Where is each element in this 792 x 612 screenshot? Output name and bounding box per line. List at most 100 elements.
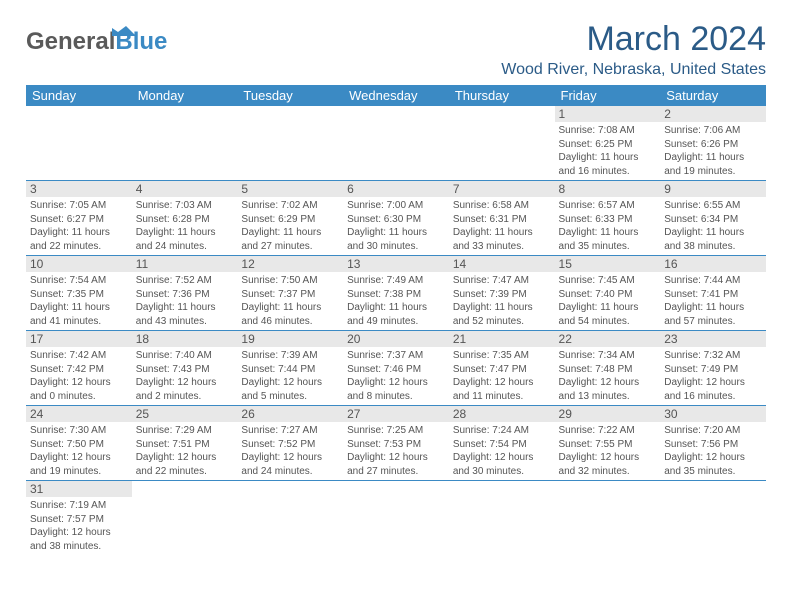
detail-d2: and 52 minutes. <box>453 315 551 329</box>
detail-cell: Sunrise: 7:44 AMSunset: 7:41 PMDaylight:… <box>660 272 766 331</box>
detail-set: Sunset: 7:53 PM <box>347 438 445 452</box>
detail-rise: Sunrise: 7:42 AM <box>30 349 128 363</box>
daynum-cell: 18 <box>132 331 238 348</box>
daynum-cell: 8 <box>555 181 661 198</box>
detail-set: Sunset: 7:46 PM <box>347 363 445 377</box>
detail-d1: Daylight: 11 hours <box>30 226 128 240</box>
daynum-cell <box>132 481 238 498</box>
detail-rise: Sunrise: 7:03 AM <box>136 199 234 213</box>
detail-rise: Sunrise: 7:35 AM <box>453 349 551 363</box>
detail-d2: and 24 minutes. <box>136 240 234 254</box>
detail-d2: and 22 minutes. <box>136 465 234 479</box>
detail-rise: Sunrise: 7:20 AM <box>664 424 762 438</box>
daynum-cell: 14 <box>449 256 555 273</box>
daynum-cell: 1 <box>555 106 661 122</box>
detail-rise: Sunrise: 7:27 AM <box>241 424 339 438</box>
detail-cell: Sunrise: 7:49 AMSunset: 7:38 PMDaylight:… <box>343 272 449 331</box>
location-label: Wood River, Nebraska, United States <box>501 61 766 79</box>
detail-d2: and 30 minutes. <box>347 240 445 254</box>
detail-d2: and 19 minutes. <box>30 465 128 479</box>
detail-d1: Daylight: 12 hours <box>347 451 445 465</box>
detail-cell <box>132 497 238 555</box>
daynum-cell: 21 <box>449 331 555 348</box>
detail-cell: Sunrise: 7:35 AMSunset: 7:47 PMDaylight:… <box>449 347 555 406</box>
detail-d2: and 35 minutes. <box>664 465 762 479</box>
daynum-cell: 27 <box>343 406 449 423</box>
detail-d2: and 5 minutes. <box>241 390 339 404</box>
daynum-cell: 22 <box>555 331 661 348</box>
detail-cell: Sunrise: 7:50 AMSunset: 7:37 PMDaylight:… <box>237 272 343 331</box>
detail-d2: and 27 minutes. <box>241 240 339 254</box>
detail-cell: Sunrise: 6:58 AMSunset: 6:31 PMDaylight:… <box>449 197 555 256</box>
daynum-cell: 23 <box>660 331 766 348</box>
daynum-cell <box>26 106 132 122</box>
detail-d2: and 11 minutes. <box>453 390 551 404</box>
daynum-row: 17181920212223 <box>26 331 766 348</box>
daynum-cell: 24 <box>26 406 132 423</box>
detail-set: Sunset: 7:40 PM <box>559 288 657 302</box>
detail-set: Sunset: 7:55 PM <box>559 438 657 452</box>
detail-set: Sunset: 7:37 PM <box>241 288 339 302</box>
daynum-cell: 19 <box>237 331 343 348</box>
detail-d1: Daylight: 11 hours <box>241 226 339 240</box>
daynum-cell: 13 <box>343 256 449 273</box>
detail-cell: Sunrise: 7:06 AMSunset: 6:26 PMDaylight:… <box>660 122 766 181</box>
daynum-cell: 28 <box>449 406 555 423</box>
detail-cell <box>343 497 449 555</box>
detail-cell: Sunrise: 7:54 AMSunset: 7:35 PMDaylight:… <box>26 272 132 331</box>
detail-d1: Daylight: 12 hours <box>559 451 657 465</box>
detail-rise: Sunrise: 7:39 AM <box>241 349 339 363</box>
detail-d1: Daylight: 12 hours <box>453 451 551 465</box>
detail-rise: Sunrise: 7:24 AM <box>453 424 551 438</box>
daynum-cell: 31 <box>26 481 132 498</box>
detail-cell: Sunrise: 7:34 AMSunset: 7:48 PMDaylight:… <box>555 347 661 406</box>
daynum-cell <box>343 106 449 122</box>
detail-cell: Sunrise: 7:22 AMSunset: 7:55 PMDaylight:… <box>555 422 661 481</box>
daynum-cell: 11 <box>132 256 238 273</box>
detail-d1: Daylight: 12 hours <box>453 376 551 390</box>
detail-cell: Sunrise: 7:47 AMSunset: 7:39 PMDaylight:… <box>449 272 555 331</box>
detail-d1: Daylight: 11 hours <box>347 226 445 240</box>
detail-d2: and 24 minutes. <box>241 465 339 479</box>
detail-d1: Daylight: 12 hours <box>664 376 762 390</box>
detail-d2: and 35 minutes. <box>559 240 657 254</box>
detail-set: Sunset: 7:43 PM <box>136 363 234 377</box>
title-block: March 2024 Wood River, Nebraska, United … <box>501 20 766 79</box>
detail-set: Sunset: 7:51 PM <box>136 438 234 452</box>
daynum-cell <box>132 106 238 122</box>
detail-set: Sunset: 7:57 PM <box>30 513 128 527</box>
detail-rise: Sunrise: 7:52 AM <box>136 274 234 288</box>
detail-d1: Daylight: 11 hours <box>30 301 128 315</box>
detail-set: Sunset: 7:50 PM <box>30 438 128 452</box>
detail-rise: Sunrise: 7:30 AM <box>30 424 128 438</box>
detail-d2: and 13 minutes. <box>559 390 657 404</box>
detail-row: Sunrise: 7:42 AMSunset: 7:42 PMDaylight:… <box>26 347 766 406</box>
dow-cell: Sunday <box>26 85 132 106</box>
detail-cell <box>449 122 555 181</box>
detail-cell <box>555 497 661 555</box>
detail-d2: and 41 minutes. <box>30 315 128 329</box>
detail-rise: Sunrise: 6:57 AM <box>559 199 657 213</box>
detail-d2: and 38 minutes. <box>664 240 762 254</box>
dow-cell: Thursday <box>449 85 555 106</box>
detail-d1: Daylight: 12 hours <box>559 376 657 390</box>
detail-set: Sunset: 7:41 PM <box>664 288 762 302</box>
detail-rise: Sunrise: 7:05 AM <box>30 199 128 213</box>
detail-d2: and 27 minutes. <box>347 465 445 479</box>
detail-rise: Sunrise: 6:55 AM <box>664 199 762 213</box>
daynum-cell: 10 <box>26 256 132 273</box>
detail-cell <box>660 497 766 555</box>
detail-cell: Sunrise: 7:37 AMSunset: 7:46 PMDaylight:… <box>343 347 449 406</box>
brand-logo: GeneralBlue <box>26 20 167 56</box>
daynum-row: 3456789 <box>26 181 766 198</box>
detail-rise: Sunrise: 7:25 AM <box>347 424 445 438</box>
detail-rise: Sunrise: 7:40 AM <box>136 349 234 363</box>
detail-cell: Sunrise: 6:57 AMSunset: 6:33 PMDaylight:… <box>555 197 661 256</box>
detail-d2: and 19 minutes. <box>664 165 762 179</box>
daynum-cell: 29 <box>555 406 661 423</box>
detail-d1: Daylight: 12 hours <box>241 376 339 390</box>
detail-rise: Sunrise: 7:54 AM <box>30 274 128 288</box>
detail-d2: and 49 minutes. <box>347 315 445 329</box>
detail-cell <box>132 122 238 181</box>
detail-rise: Sunrise: 6:58 AM <box>453 199 551 213</box>
